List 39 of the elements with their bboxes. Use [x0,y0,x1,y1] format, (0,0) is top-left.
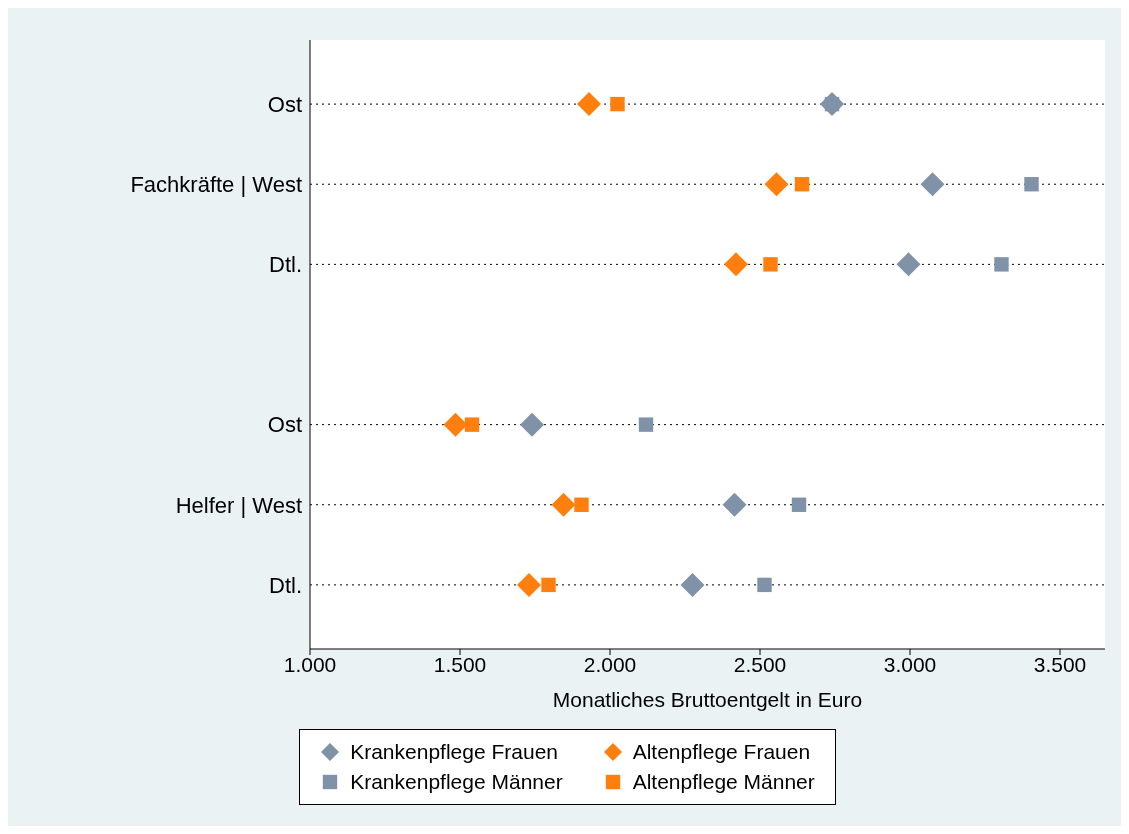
point [517,572,541,597]
point [610,96,625,112]
x-tick-label: 2.000 [583,652,637,676]
point [638,417,654,432]
y-tick-label: Dtl. [269,252,302,278]
y-tick-label: Helfer | West [175,492,302,518]
point [574,497,589,512]
x-tick-label: 3.000 [883,652,937,676]
point [724,252,748,277]
point [680,572,705,597]
x-tick-label: 2.500 [733,652,787,676]
point [464,417,480,432]
legend-label: Krankenpflege Frauen [350,740,558,764]
point [551,492,576,517]
x-tick-label: 1.500 [433,652,487,676]
point [722,492,747,517]
y-tick-label: Dtl. [269,572,302,598]
point [577,92,601,117]
point [764,172,789,197]
y-tick-label: Ost [267,412,302,438]
legend-label: Altenpflege Frauen [632,740,811,764]
point [757,577,772,593]
y-tick-label: Ost [267,91,302,117]
point [791,497,807,512]
legend-label: Altenpflege Männer [632,770,815,794]
point [520,412,544,437]
x-tick-label: 1.000 [283,652,337,676]
point [1024,177,1039,192]
point [920,172,945,197]
x-axis-title: Monatliches Bruttoentgelt in Euro [552,688,863,711]
point [541,577,556,593]
point [896,252,921,277]
legend-label: Krankenpflege Männer [350,770,563,794]
point [443,412,468,437]
x-tick-label: 3.500 [1033,652,1087,676]
point [794,177,810,192]
y-tick-label: Fachkräfte | West [130,172,302,198]
point [994,257,1009,272]
point [763,257,778,272]
